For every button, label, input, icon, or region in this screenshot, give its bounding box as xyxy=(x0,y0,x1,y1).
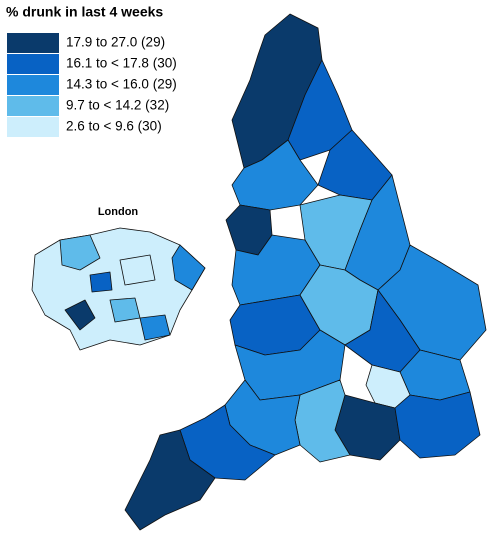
region xyxy=(171,244,206,291)
map-title: % drunk in last 4 weeks xyxy=(6,4,163,20)
region xyxy=(64,299,96,331)
region xyxy=(124,429,216,531)
legend-label: 16.1 to < 17.8 (30) xyxy=(66,56,177,71)
legend-label: 2.6 to < 9.6 (30) xyxy=(66,119,162,134)
region xyxy=(119,254,156,286)
region xyxy=(109,297,141,323)
legend-label: 9.7 to < 14.2 (32) xyxy=(66,98,169,113)
inset-label: London xyxy=(98,206,139,218)
england-regions xyxy=(124,13,487,531)
legend-swatch xyxy=(7,75,59,95)
legend-label: 17.9 to 27.0 (29) xyxy=(66,35,165,50)
region xyxy=(179,404,276,481)
region xyxy=(89,271,113,293)
region xyxy=(139,314,171,341)
region xyxy=(59,234,101,271)
region xyxy=(231,139,319,211)
legend-swatch xyxy=(7,54,59,74)
legend-swatch xyxy=(7,33,59,53)
region xyxy=(394,391,481,459)
legend-label: 14.3 to < 16.0 (29) xyxy=(66,77,177,92)
legend: 17.9 to 27.0 (29) 16.1 to < 17.8 (30) 14.3… xyxy=(7,33,177,137)
legend-swatch xyxy=(7,96,59,116)
legend-swatch xyxy=(7,117,59,137)
london-inset xyxy=(31,227,206,351)
